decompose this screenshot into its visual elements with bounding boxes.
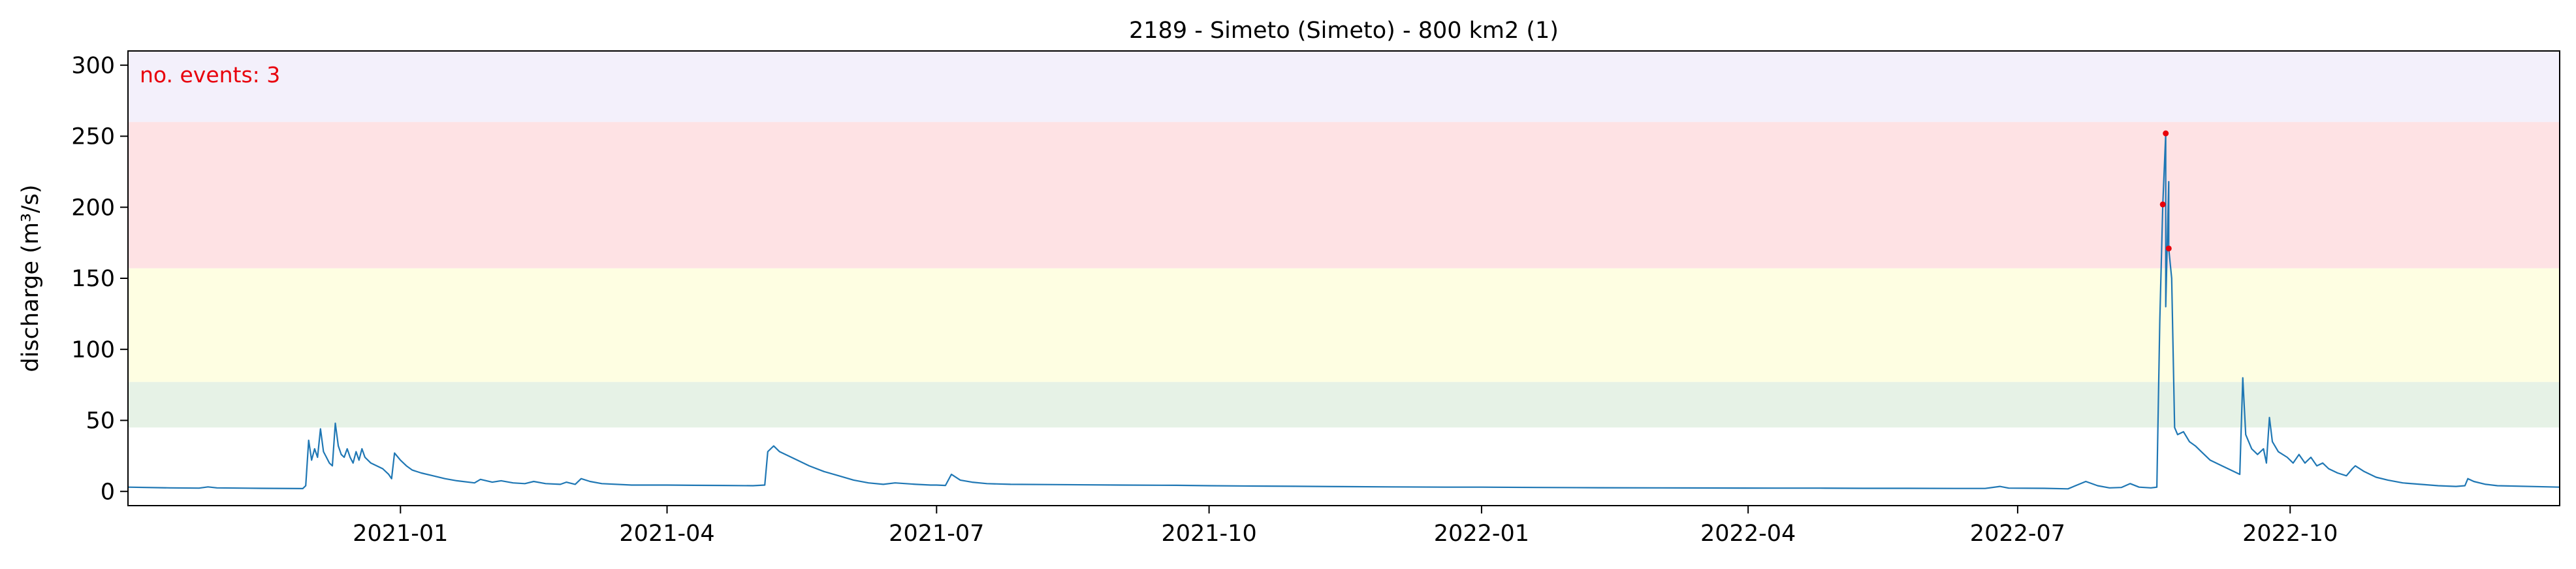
y-tick-label-50: 50	[86, 408, 115, 434]
x-tick-label-2021-07: 2021-07	[889, 521, 984, 547]
threshold-band-3	[128, 382, 2560, 428]
x-tick-label-2022-07: 2022-07	[1970, 521, 2065, 547]
threshold-band-0	[128, 51, 2560, 122]
event-marker-0	[2159, 201, 2166, 208]
x-tick-label-2021-04: 2021-04	[619, 521, 714, 547]
threshold-band-1	[128, 122, 2560, 268]
y-tick-label-0: 0	[101, 479, 115, 505]
x-tick-label-2022-10: 2022-10	[2242, 521, 2338, 547]
y-tick-label-100: 100	[71, 337, 115, 363]
y-axis-label: discharge (m³/s)	[18, 184, 44, 372]
y-tick-label-250: 250	[71, 124, 115, 150]
x-tick-label-2022-04: 2022-04	[1700, 521, 1796, 547]
threshold-band-2	[128, 268, 2560, 382]
x-tick-label-2021-10: 2021-10	[1161, 521, 1256, 547]
y-tick-label-150: 150	[71, 266, 115, 292]
x-tick-label-2022-01: 2022-01	[1434, 521, 1529, 547]
threshold-bands	[128, 51, 2560, 428]
event-marker-1	[2163, 130, 2169, 137]
event-marker-2	[2165, 245, 2172, 252]
x-axis-ticks: 2021-01 2021-04 2021-07 2021-10 2022-01 2022-…	[353, 506, 2338, 547]
x-tick-label-2021-01: 2021-01	[353, 521, 448, 547]
chart-title: 2189 - Simeto (Simeto) - 800 km2 (1)	[1129, 18, 1559, 44]
series-line-layer	[127, 133, 2560, 490]
y-axis-ticks: 0 50 100 150 200 250 300	[71, 53, 128, 505]
y-tick-label-200: 200	[71, 195, 115, 221]
discharge-series-line-0	[127, 133, 2560, 490]
y-tick-label-300: 300	[71, 53, 115, 79]
event-markers	[2159, 130, 2172, 252]
event-count-annotation: no. events: 3	[140, 62, 280, 88]
